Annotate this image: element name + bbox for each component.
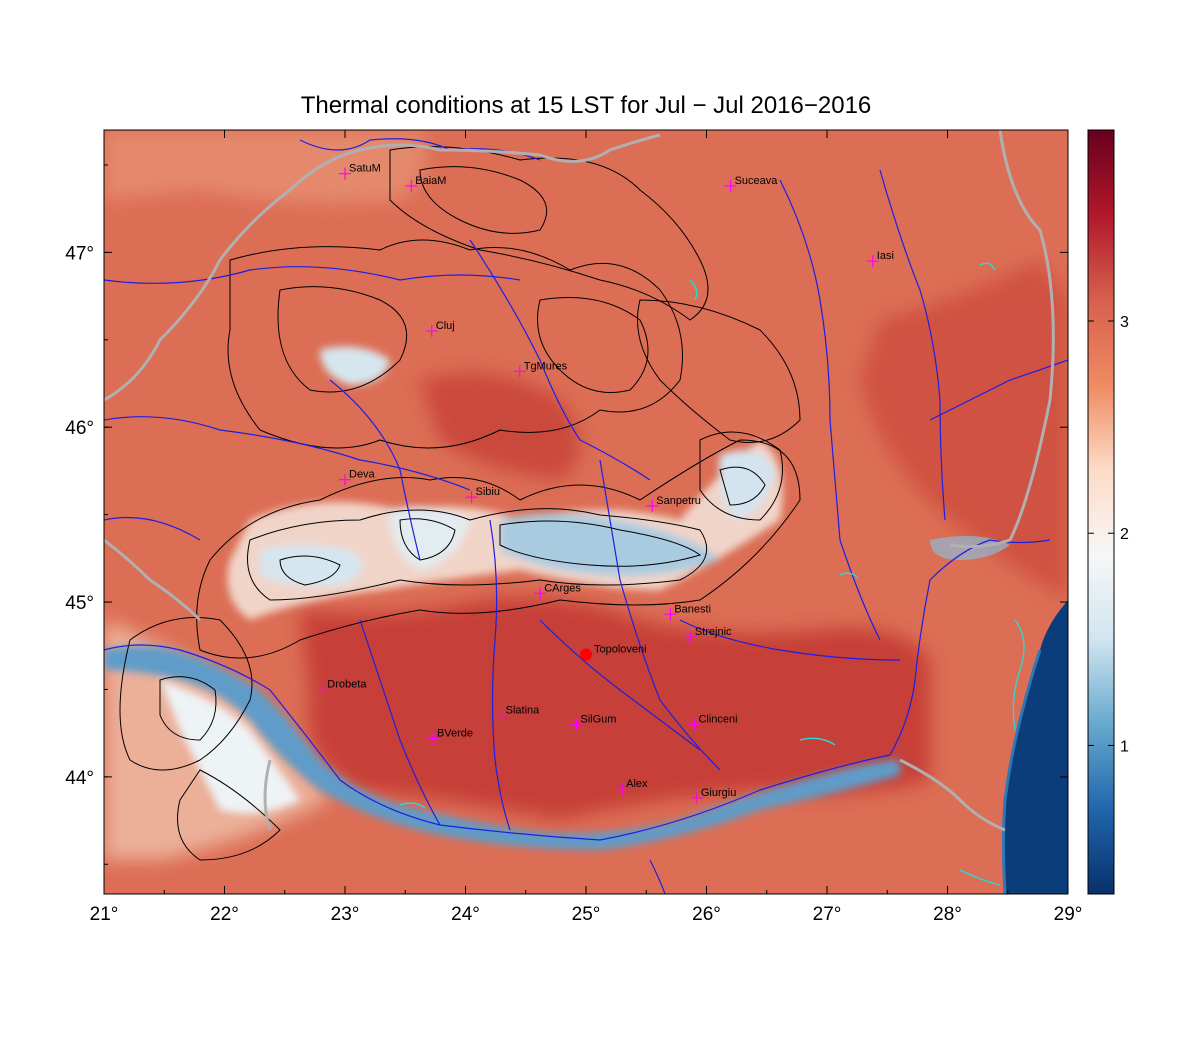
city-label: Suceava <box>735 175 779 187</box>
city-marker-giurgiu: Giurgiu <box>690 787 736 804</box>
map-title: Thermal conditions at 15 LST for Jul − J… <box>300 92 872 119</box>
y-tick-label: 44° <box>65 768 94 789</box>
city-marker-tgmures: TgMures <box>513 360 568 378</box>
colorbar: 1 2 3 <box>1087 129 1129 895</box>
colorbar-ramp <box>1087 129 1115 895</box>
city-marker-suceava: Suceava <box>724 175 779 192</box>
city-marker-alex: Alex <box>616 778 648 796</box>
colorbar-tick-label: 3 <box>1120 314 1129 331</box>
city-marker-sanpetru: Sanpetru <box>646 495 701 512</box>
city-label: TgMures <box>524 360 568 372</box>
city-marker-carges: CArges <box>534 582 581 600</box>
colorbar-tick-label: 1 <box>1120 738 1129 755</box>
city-marker-deva: Deva <box>339 469 376 486</box>
city-label: CArges <box>544 582 581 594</box>
city-label: BVerde <box>437 727 473 739</box>
y-tick-label: 46° <box>65 418 94 439</box>
city-label: Topoloveni <box>594 643 647 655</box>
city-marker-satum: SatuM <box>339 163 381 180</box>
axis-ticks: 21° 22° 23° 24° 25° 26° 27° 28° 29° 44° 45° 46° 47° <box>65 130 1082 925</box>
x-tick-label: 26° <box>692 904 721 925</box>
x-tick-label: 29° <box>1054 904 1083 925</box>
city-label: Cluj <box>436 320 455 332</box>
x-tick-label: 24° <box>451 904 480 925</box>
city-label: BaiaM <box>415 175 446 187</box>
city-label: Sibiu <box>476 486 500 498</box>
city-label: Giurgiu <box>701 787 736 799</box>
city-marker-baiam: BaiaM <box>405 175 446 192</box>
x-tick-label: 21° <box>90 904 119 925</box>
colorbar-ticks: 1 2 3 <box>1088 314 1129 755</box>
x-tick-label: 23° <box>331 904 360 925</box>
city-label: Drobeta <box>327 678 367 690</box>
city-marker-bverde: BVerde <box>426 727 473 745</box>
city-label: Slatina <box>506 705 541 717</box>
city-label: Sanpetru <box>656 495 701 507</box>
highlight-marker-topoloveni: Topoloveni <box>580 643 647 661</box>
city-marker-banesti: Banesti <box>664 603 711 621</box>
city-marker-cluj: Cluj <box>425 320 455 338</box>
lakes <box>399 262 1025 886</box>
city-marker-drobeta: Drobeta <box>317 678 367 696</box>
x-tick-label: 22° <box>210 904 239 925</box>
country-borders <box>104 130 1055 832</box>
city-label: Clinceni <box>698 713 737 725</box>
city-marker-iasi: Iasi <box>866 250 894 268</box>
city-label: Banesti <box>674 603 711 615</box>
city-marker-slatina: Slatina <box>495 705 541 722</box>
city-marker-sibiu: Sibiu <box>465 486 500 504</box>
x-tick-label: 25° <box>572 904 601 925</box>
city-label: SilGum <box>580 713 616 725</box>
y-tick-label: 45° <box>65 593 94 614</box>
city-marker-strejnic: Strejnic <box>684 626 732 644</box>
city-marker-clinceni: Clinceni <box>688 713 738 731</box>
y-tick-label: 47° <box>65 243 94 264</box>
city-label: Alex <box>626 778 648 790</box>
x-tick-label: 28° <box>933 904 962 925</box>
city-marker-silgum: SilGum <box>570 713 616 731</box>
highlight-dot <box>580 648 592 661</box>
city-label: Strejnic <box>695 626 732 638</box>
x-tick-label: 27° <box>813 904 842 925</box>
city-label: Deva <box>349 469 376 481</box>
city-label: SatuM <box>349 163 381 175</box>
elevation-contours <box>119 146 801 861</box>
colorbar-tick-label: 2 <box>1120 526 1129 543</box>
rivers <box>104 138 1068 894</box>
city-label: Iasi <box>877 250 894 262</box>
city-markers: SatuM BaiaM Suceava Iasi Cluj TgMures Deva Sibi… <box>317 163 894 804</box>
